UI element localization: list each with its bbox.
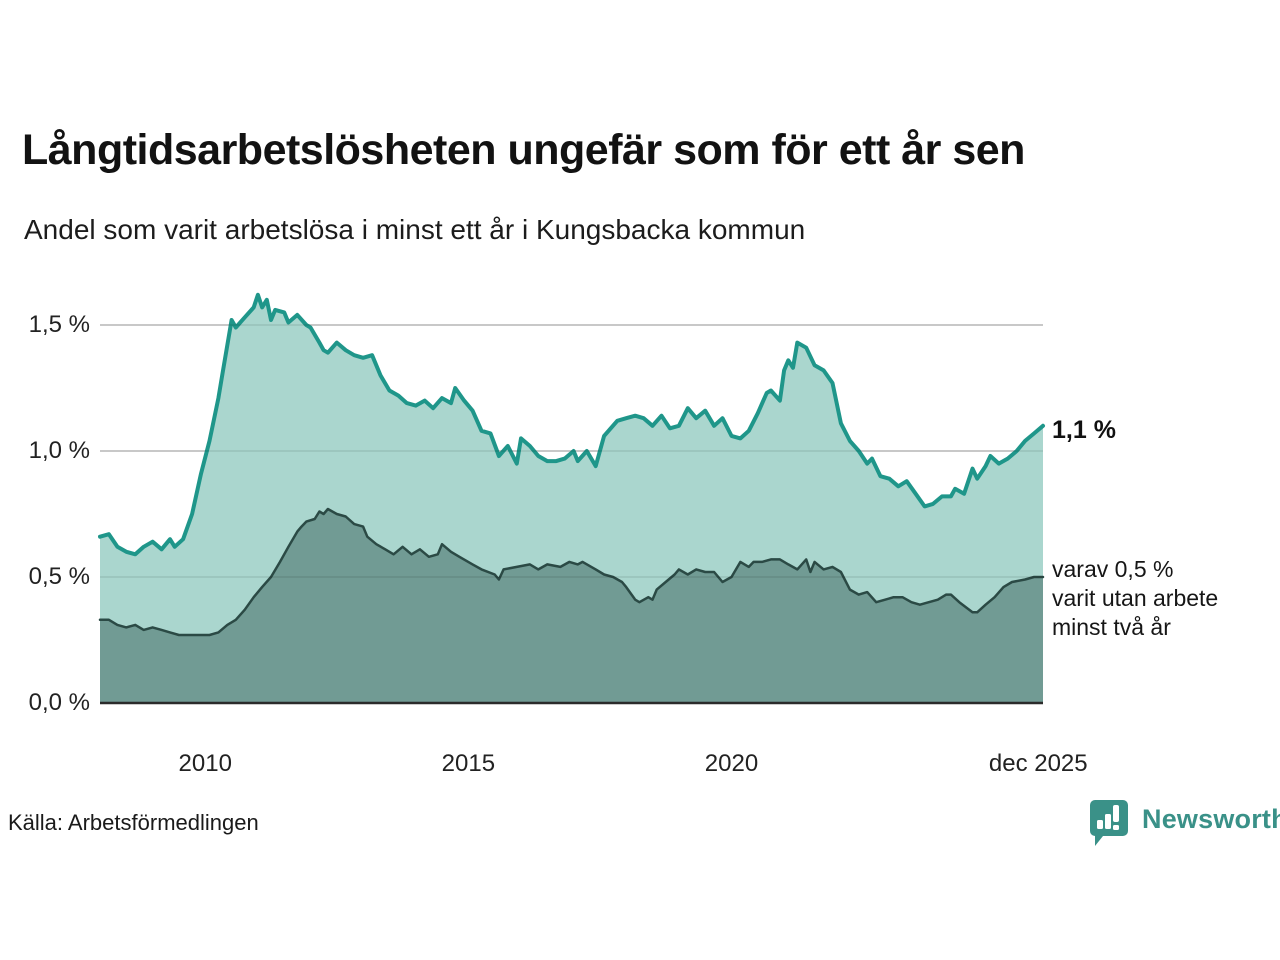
newsworthy-logo-text: Newsworthy [1142, 804, 1280, 834]
y-tick-label: 0,5 % [28, 563, 90, 590]
x-tick-label: 2015 [441, 750, 496, 777]
page-subtitle: Andel som varit arbetslösa i minst ett å… [24, 214, 806, 245]
series-line-one-year [98, 292, 1045, 557]
source-credit: Källa: Arbetsförmedlingen [8, 810, 259, 835]
x-tick-label: dec 2025 [988, 750, 1088, 777]
logo-exclamation-bar [1113, 805, 1119, 822]
newsworthy-logo-icon [1090, 800, 1128, 846]
series-line-two-years [98, 507, 1045, 637]
logo-bar-medium [1105, 814, 1111, 829]
secondary-series-label: varav 0,5 % varit utan arbete minst två … [1052, 555, 1218, 642]
y-tick-label: 1,5 % [28, 311, 90, 338]
secondary-series-label-line3: minst två år [1052, 614, 1171, 640]
y-tick-label: 0,0 % [28, 689, 90, 716]
newsworthy-logo: Newsworthy [1088, 798, 1280, 848]
secondary-series-label-line1: varav 0,5 % [1052, 556, 1174, 582]
y-tick-label: 1,0 % [28, 437, 90, 464]
logo-bar-small [1097, 820, 1103, 829]
x-tick-label: 2020 [704, 750, 759, 777]
latest-value-label: 1,1 % [1052, 416, 1116, 444]
series-area-two-years [100, 509, 1043, 703]
secondary-series-label-line2: varit utan arbete [1052, 585, 1219, 611]
logo-exclamation-dot [1113, 825, 1119, 830]
page-title: Långtidsarbetslösheten ungefär som för e… [22, 126, 1025, 174]
x-tick-label: 2010 [178, 750, 232, 777]
